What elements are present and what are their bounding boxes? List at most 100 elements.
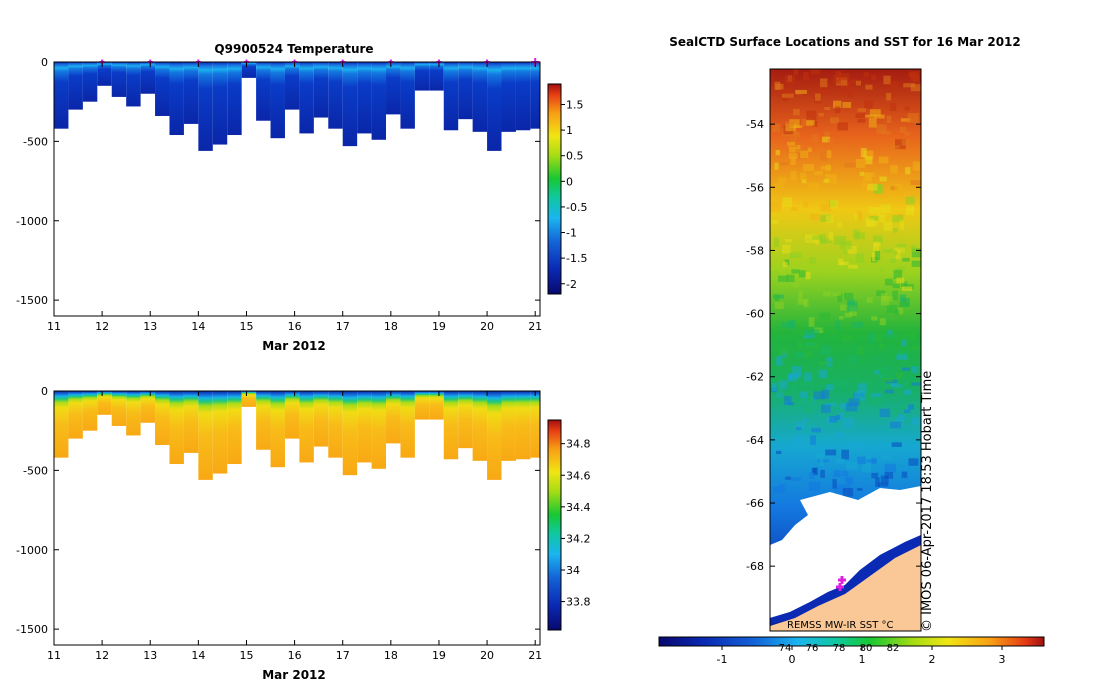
temp-title: Q9900524 Temperature	[214, 42, 373, 56]
temp-profile-column	[386, 62, 401, 115]
sst-speckle-cell	[834, 236, 847, 245]
map-lat-tick-label: -56	[746, 181, 764, 194]
sst-speckle-cell	[812, 235, 823, 240]
temp-profile-column	[443, 62, 459, 131]
sst-speckle-cell	[842, 417, 855, 428]
sst-speckle-cell	[821, 389, 830, 399]
sst-speckle-cell	[836, 414, 841, 421]
sst-speckle-cell	[775, 450, 782, 454]
temp-profile-column	[515, 62, 531, 131]
sst-speckle-cell	[864, 454, 871, 464]
sst-speckle-cell	[855, 113, 867, 119]
seal-ctd-location-2	[836, 583, 844, 591]
sal-profile-column	[400, 391, 415, 458]
sal-profile-column	[241, 391, 257, 407]
sal-x-tick-label: 13	[143, 649, 157, 662]
sal-y-axis: 0 -500 -1000 -1500	[16, 385, 540, 636]
temp-x-label: Mar 2012	[262, 339, 326, 353]
sst-speckle-cell	[908, 72, 917, 78]
sal-x-axis: 11 12 13 14 15 16 17 18 19 20 21	[47, 391, 542, 662]
sst-speckle-cell	[858, 383, 867, 393]
sst-speckle-cell	[911, 382, 921, 386]
temp-y-tick-label: -1500	[16, 294, 48, 307]
sst-speckle-cell	[800, 150, 809, 159]
sal-profile-column	[501, 391, 516, 461]
temp-x-tick-label: 19	[432, 320, 446, 333]
sst-speckle-cell	[895, 249, 901, 260]
sst-speckle-cell	[834, 484, 844, 494]
sst-speckle-cell	[857, 108, 867, 112]
sst-speckle-cell	[789, 119, 800, 128]
sst-speckle-cell	[787, 319, 796, 327]
sst-speckle-cell	[814, 170, 823, 176]
sst-speckle-cell	[908, 458, 919, 466]
sst-speckle-cell	[889, 145, 900, 149]
sst-speckle-cell	[836, 77, 848, 86]
coastal-water-band	[770, 535, 921, 624]
temp-profile-column	[270, 62, 285, 139]
sst-speckle-cell	[892, 407, 898, 418]
sal-profile-column	[198, 391, 213, 480]
sst-speckle-cell	[819, 458, 824, 467]
sal-profile-column	[140, 391, 156, 423]
temp-profile-column	[212, 62, 228, 145]
sst-speckle-cell	[897, 307, 904, 315]
sst-speckle-cell	[900, 118, 911, 122]
sst-speckle-cell	[853, 346, 859, 350]
sal-profile-column	[414, 391, 430, 420]
sst-speckle-cell	[835, 432, 844, 439]
sst-speckle-cell	[782, 244, 791, 254]
temp-profile-column	[342, 62, 358, 147]
sst-speckle-cell	[822, 136, 831, 143]
sal-profile-column	[429, 391, 444, 420]
sst-speckle-cell	[842, 101, 852, 108]
sst-colorbar-tick-label: 0	[789, 653, 796, 666]
temp-x-tick-label: 11	[47, 320, 61, 333]
sst-speckle-cell	[805, 271, 811, 280]
sst-texture	[770, 69, 922, 497]
sst-speckle-cell	[803, 379, 815, 387]
sst-speckle-cell	[884, 463, 896, 473]
sal-x-tick-label: 11	[47, 649, 61, 662]
sst-speckle-cell	[849, 355, 858, 364]
sst-speckle-cell	[802, 72, 809, 81]
sst-speckle-cell	[875, 477, 880, 487]
temp-profile-column	[140, 62, 156, 94]
sst-speckle-cell	[821, 404, 831, 413]
temp-profile-column	[97, 62, 112, 86]
sst-speckle-cell	[841, 449, 850, 460]
sst-speckle-cell	[839, 241, 852, 250]
sst-speckle-cell	[788, 153, 798, 160]
sst-speckle-cell	[870, 397, 883, 406]
temp-x-tick-label: 21	[528, 320, 542, 333]
sst-speckle-cell	[856, 346, 864, 355]
sst-speckle-cell	[889, 382, 899, 387]
sst-speckle-cell	[793, 69, 799, 76]
sst-speckle-cell	[864, 100, 873, 109]
temp-colorbar-tick-label: 0.5	[566, 150, 584, 163]
sst-speckle-cell	[802, 163, 814, 172]
sst-speckle-cell	[888, 279, 900, 284]
sst-speckle-cell	[780, 162, 789, 166]
sal-profile-column	[530, 391, 540, 458]
sst-speckle-cell	[889, 81, 899, 90]
sst-speckle-cell	[861, 181, 867, 191]
temp-profile-column	[400, 62, 415, 129]
sst-speckle-cell	[811, 468, 817, 474]
sst-speckle-cell	[791, 277, 797, 287]
sst-speckle-cell	[818, 369, 828, 379]
sst-speckle-cell	[823, 291, 832, 297]
temp-profile-column	[429, 62, 444, 91]
sst-speckle-cell	[799, 391, 808, 399]
sst-speckle-cell	[896, 266, 906, 273]
sst-colorbar-extra-label: 82	[887, 643, 900, 654]
temp-profile-columns	[54, 62, 540, 151]
sal-y-tick-label: 0	[41, 385, 48, 398]
sal-colorbar-tick-label: 34.8	[566, 438, 591, 451]
sst-speckle-cell	[881, 455, 892, 461]
sst-speckle-cell	[815, 93, 821, 101]
sst-speckle-cell	[867, 183, 878, 191]
sst-speckle-cell	[873, 242, 880, 252]
temp-x-tick-label: 20	[480, 320, 494, 333]
sst-speckle-cell	[876, 193, 885, 197]
